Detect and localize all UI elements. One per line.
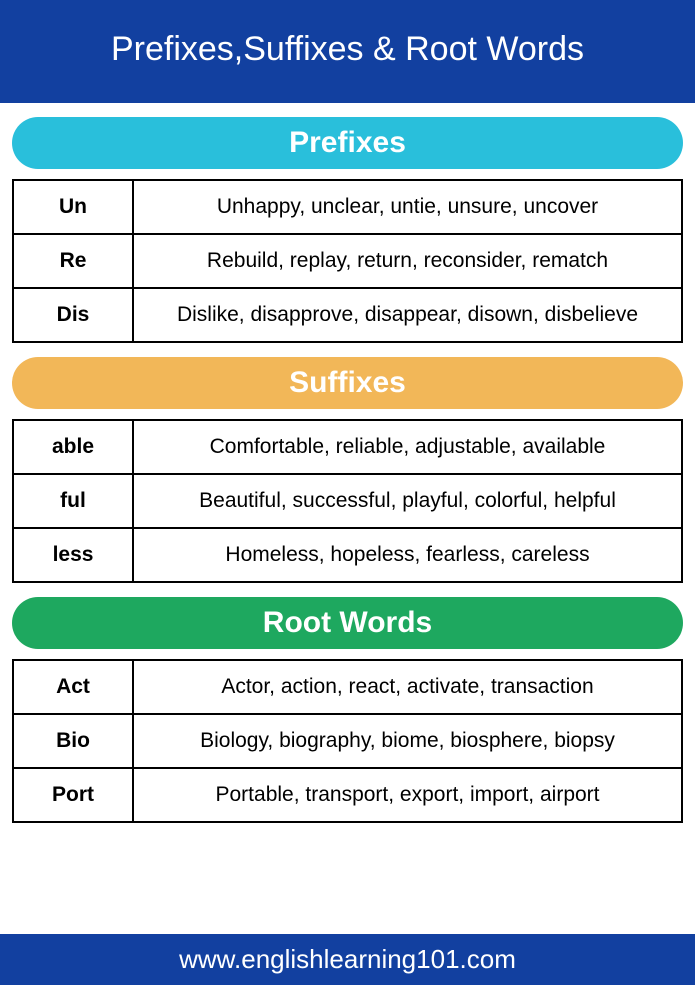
- examples-cell: Dislike, disapprove, disappear, disown, …: [133, 288, 682, 342]
- term-cell: able: [13, 420, 133, 474]
- term-cell: Bio: [13, 714, 133, 768]
- term-cell: Re: [13, 234, 133, 288]
- table-row: Port Portable, transport, export, import…: [13, 768, 682, 822]
- term-cell: less: [13, 528, 133, 582]
- table-row: able Comfortable, reliable, adjustable, …: [13, 420, 682, 474]
- prefixes-table: Un Unhappy, unclear, untie, unsure, unco…: [12, 179, 683, 343]
- table-row: Bio Biology, biography, biome, biosphere…: [13, 714, 682, 768]
- examples-cell: Portable, transport, export, import, air…: [133, 768, 682, 822]
- term-cell: Port: [13, 768, 133, 822]
- footer-url: www.englishlearning101.com: [0, 934, 695, 985]
- examples-cell: Biology, biography, biome, biosphere, bi…: [133, 714, 682, 768]
- roots-table: Act Actor, action, react, activate, tran…: [12, 659, 683, 823]
- roots-header: Root Words: [12, 597, 683, 649]
- term-cell: Un: [13, 180, 133, 234]
- examples-cell: Beautiful, successful, playful, colorful…: [133, 474, 682, 528]
- suffixes-header: Suffixes: [12, 357, 683, 409]
- prefixes-header: Prefixes: [12, 117, 683, 169]
- term-cell: Act: [13, 660, 133, 714]
- suffixes-table: able Comfortable, reliable, adjustable, …: [12, 419, 683, 583]
- examples-cell: Rebuild, replay, return, reconsider, rem…: [133, 234, 682, 288]
- examples-cell: Actor, action, react, activate, transact…: [133, 660, 682, 714]
- page-title: Prefixes,Suffixes & Root Words: [0, 0, 695, 103]
- content-area: Prefixes Un Unhappy, unclear, untie, uns…: [0, 103, 695, 920]
- examples-cell: Unhappy, unclear, untie, unsure, uncover: [133, 180, 682, 234]
- table-row: less Homeless, hopeless, fearless, carel…: [13, 528, 682, 582]
- examples-cell: Homeless, hopeless, fearless, careless: [133, 528, 682, 582]
- term-cell: Dis: [13, 288, 133, 342]
- examples-cell: Comfortable, reliable, adjustable, avail…: [133, 420, 682, 474]
- table-row: Re Rebuild, replay, return, reconsider, …: [13, 234, 682, 288]
- table-row: Dis Dislike, disapprove, disappear, diso…: [13, 288, 682, 342]
- table-row: Un Unhappy, unclear, untie, unsure, unco…: [13, 180, 682, 234]
- term-cell: ful: [13, 474, 133, 528]
- table-row: ful Beautiful, successful, playful, colo…: [13, 474, 682, 528]
- table-row: Act Actor, action, react, activate, tran…: [13, 660, 682, 714]
